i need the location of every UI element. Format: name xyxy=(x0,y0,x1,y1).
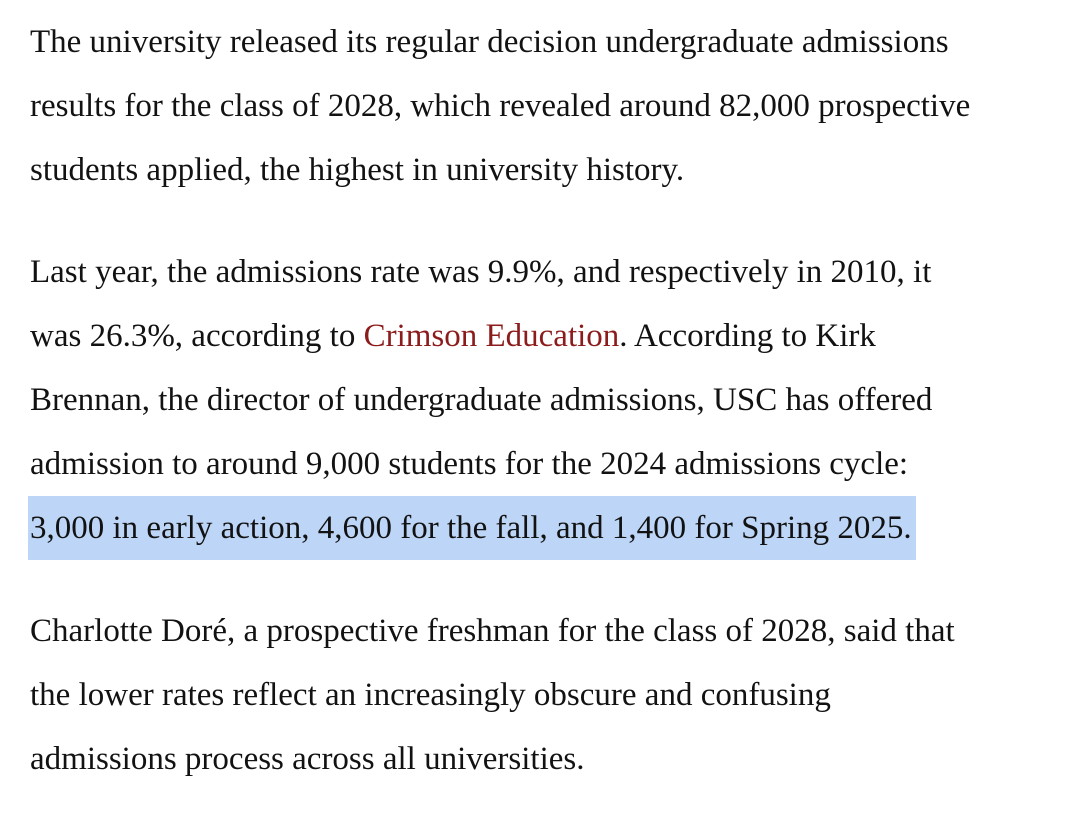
text-line: Last year, the admissions rate was 9.9%,… xyxy=(30,254,932,290)
text-line: the lower rates reflect an increasingly … xyxy=(30,677,831,713)
text-line: results for the class of 2028, which rev… xyxy=(30,88,971,124)
paragraph-3: Charlotte Doré, a prospective freshman f… xyxy=(30,599,955,791)
text-line: 3,000 in early action, 4,600 for the fal… xyxy=(28,496,932,560)
crimson-education-link[interactable]: Crimson Education xyxy=(363,318,620,354)
text-line: was 26.3%, according to Crimson Educatio… xyxy=(30,304,932,368)
paragraph-2: Last year, the admissions rate was 9.9%,… xyxy=(28,240,933,560)
text: was 26.3%, according to xyxy=(30,318,364,354)
text-line: Brennan, the director of undergraduate a… xyxy=(30,382,933,418)
paragraph-1: The university released its regular deci… xyxy=(30,10,970,202)
selected-text-highlight[interactable]: 3,000 in early action, 4,600 for the fal… xyxy=(28,496,916,560)
text-line: The university released its regular deci… xyxy=(30,24,949,60)
text-line: admission to around 9,000 students for t… xyxy=(30,446,909,482)
text: . According to Kirk xyxy=(619,318,876,354)
text-line: Charlotte Doré, a prospective freshman f… xyxy=(30,613,955,649)
text-line: admissions process across all universiti… xyxy=(30,741,585,777)
text-line: students applied, the highest in univers… xyxy=(30,152,685,188)
